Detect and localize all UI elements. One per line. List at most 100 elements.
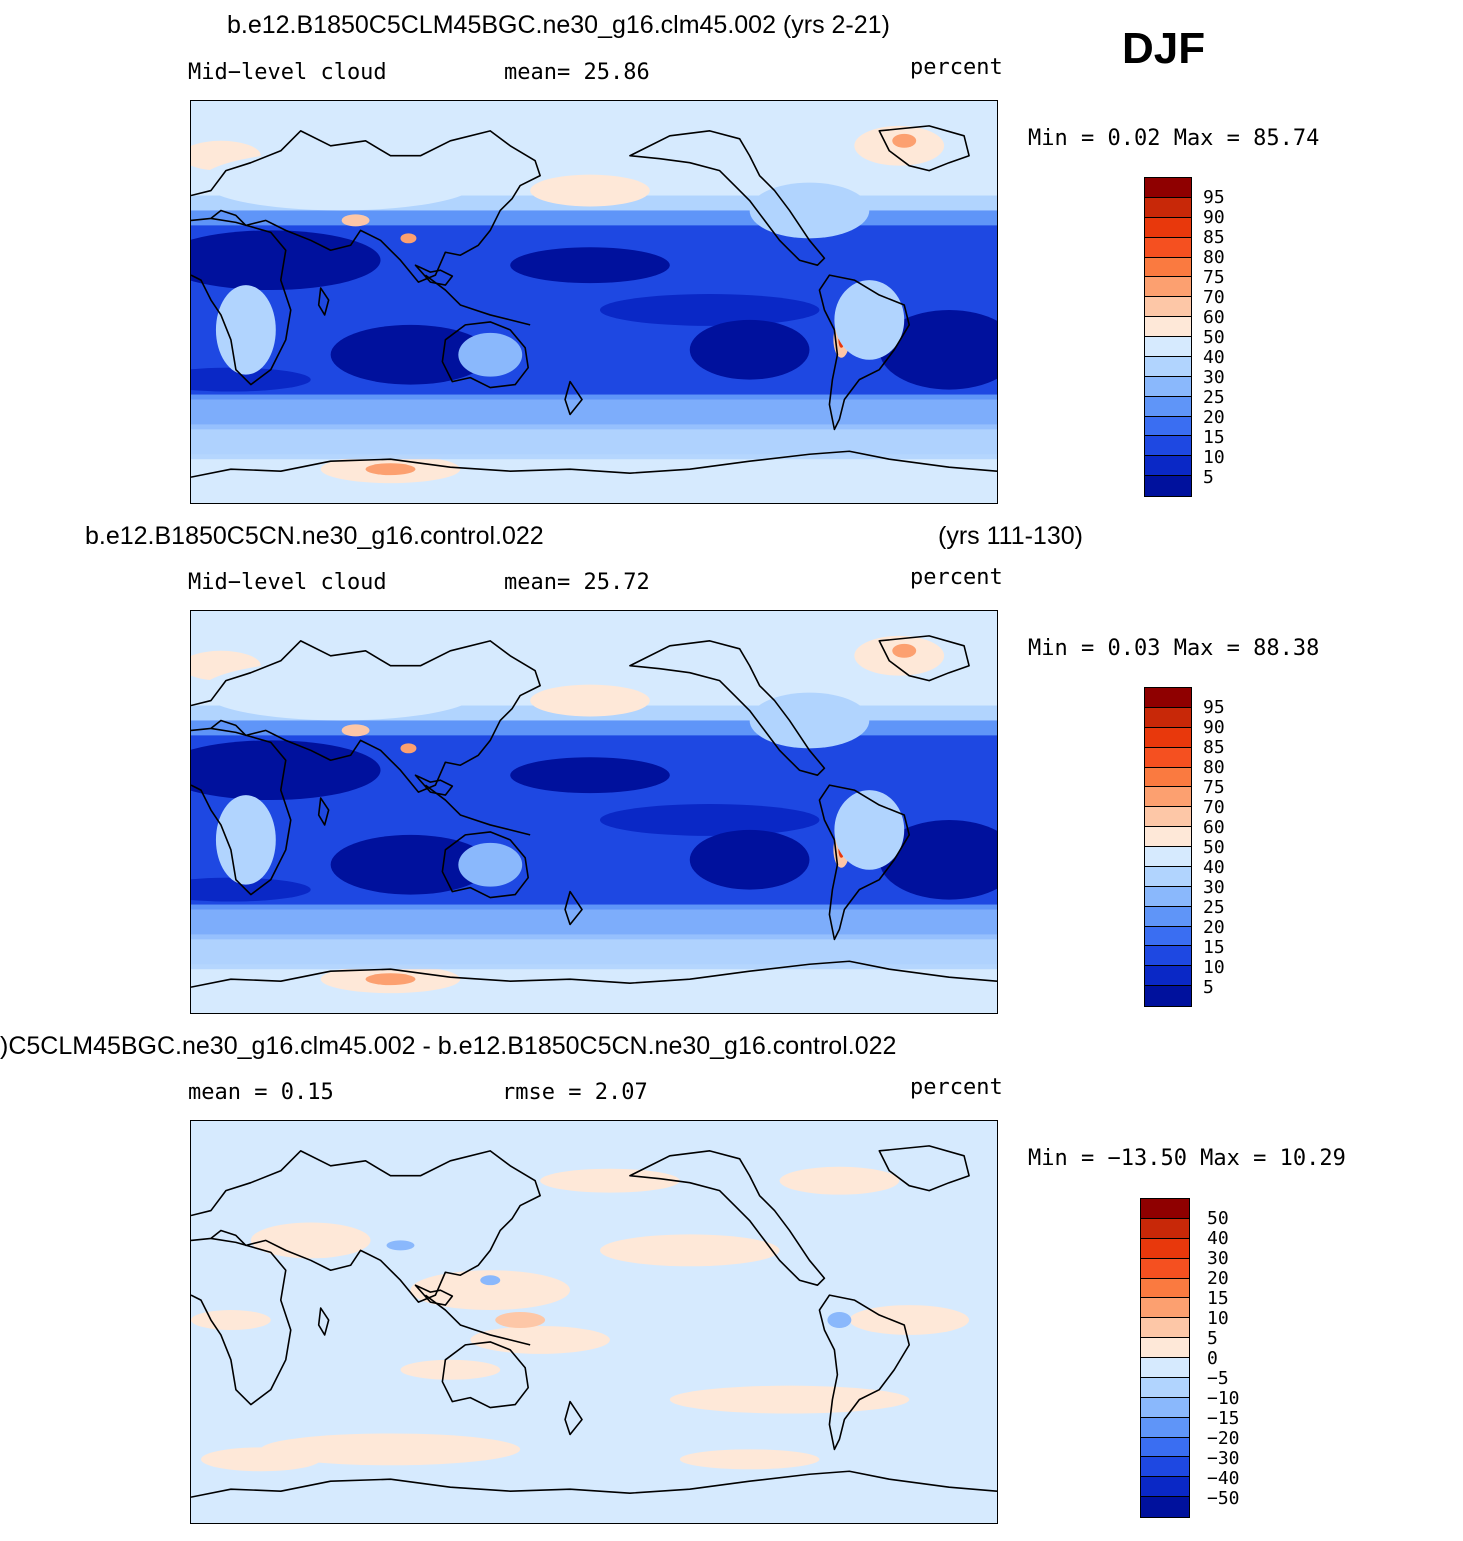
colorbar-tick-label: 10: [1203, 957, 1225, 978]
land-cloud: [749, 692, 870, 749]
colorbar-bin: [1145, 926, 1191, 947]
panel-1-colorbar: [1144, 177, 1192, 497]
coastline: [818, 784, 911, 941]
colorbar-bin: [1141, 1199, 1189, 1219]
colorbar-tick-label: 95: [1203, 187, 1225, 208]
coastline: [191, 1470, 997, 1498]
anomaly-positive: [250, 1222, 371, 1259]
cloud-minimum: [191, 367, 311, 392]
panel-1-minmax: Min = 0.02 Max = 85.74: [1028, 126, 1320, 151]
colorbar-tick-label: 15: [1203, 427, 1225, 448]
coastline: [878, 635, 970, 682]
colorbar-bin: [1145, 456, 1191, 477]
colorbar-bin: [1141, 1437, 1189, 1458]
cloud-maximum: [530, 684, 650, 717]
colorbar-bin: [1141, 1318, 1189, 1339]
colorbar-bin: [1145, 688, 1191, 708]
anomaly-negative: [386, 1240, 415, 1251]
panel-2-mean-label: mean= 25.72: [504, 570, 650, 595]
colorbar-tick-label: 90: [1203, 717, 1225, 738]
anomaly-positive: [200, 1447, 321, 1472]
land-cloud: [200, 660, 481, 721]
colorbar-bin: [1145, 297, 1191, 318]
panel-3-mean-label: mean = 0.15: [188, 1080, 334, 1105]
anomaly-positive: [260, 1433, 521, 1466]
colorbar-tick-label: 95: [1203, 697, 1225, 718]
colorbar-bin: [1141, 1377, 1189, 1398]
colorbar-tick-label: 40: [1203, 857, 1225, 878]
coastline: [317, 287, 330, 316]
colorbar-tick-label: 50: [1203, 327, 1225, 348]
colorbar-bin: [1145, 277, 1191, 298]
colorbar-bin: [1141, 1338, 1189, 1358]
panel-3-rmse-label: rmse = 2.07: [502, 1080, 648, 1105]
colorbar-bin: [1141, 1298, 1189, 1319]
cloud-maximum: [341, 214, 370, 227]
coastline: [564, 890, 583, 926]
land-cloud: [834, 790, 905, 870]
anomaly-positive: [849, 1305, 970, 1335]
colorbar-tick-label: 85: [1203, 737, 1225, 758]
cloud-maximum: [892, 133, 917, 148]
anomaly-positive: [495, 1312, 546, 1328]
colorbar-bin: [1141, 1497, 1189, 1517]
anomaly-positive: [470, 1325, 610, 1354]
coastline: [564, 380, 583, 416]
colorbar-tick-label: 70: [1203, 797, 1225, 818]
colorbar-bin: [1141, 1218, 1189, 1239]
land-cloud: [200, 150, 481, 211]
panel-3-colorbar: [1140, 1198, 1190, 1518]
cloud-minimum: [689, 319, 810, 380]
colorbar-bin: [1145, 827, 1191, 847]
anomaly-positive: [540, 1168, 680, 1193]
colorbar-bin: [1145, 197, 1191, 218]
cloud-minimum: [510, 247, 670, 284]
coastline: [629, 640, 826, 776]
colorbar-bin: [1145, 416, 1191, 437]
cloud-maximum: [530, 174, 650, 207]
colorbar-bin: [1141, 1397, 1189, 1418]
colorbar-tick-label: 5: [1207, 1328, 1218, 1349]
coastline: [878, 125, 970, 172]
colorbar-bin: [1145, 906, 1191, 927]
cloud-minimum: [330, 834, 491, 895]
colorbar-tick-label: 20: [1203, 917, 1225, 938]
coastline: [191, 1237, 292, 1406]
panel-2-title-years: (yrs 111-130): [938, 522, 1083, 550]
coastline: [441, 321, 529, 389]
land-cloud: [458, 842, 523, 887]
colorbar-tick-label: 15: [1207, 1288, 1229, 1309]
anomaly-positive: [779, 1166, 900, 1195]
anomaly-positive: [400, 1359, 501, 1380]
panel-3-title: )C5CLM45BGC.ne30_g16.clm45.002 - b.e12.B…: [0, 1032, 897, 1060]
colorbar-tick-label: 20: [1207, 1268, 1229, 1289]
cloud-minimum: [599, 804, 820, 836]
colorbar-tick-label: 40: [1203, 347, 1225, 368]
cloud-minimum: [879, 309, 997, 390]
coastline: [191, 960, 997, 988]
coastline: [191, 1150, 541, 1303]
colorbar-bin: [1145, 807, 1191, 828]
colorbar-bin: [1145, 476, 1191, 496]
panel-2-units-label: percent: [910, 565, 1003, 590]
southern-ocean-band: [191, 429, 997, 460]
cloud-minimum: [510, 757, 670, 794]
season-label: DJF: [1122, 24, 1206, 73]
coastline: [629, 1150, 826, 1286]
cloud-minimum: [689, 829, 810, 890]
colorbar-bin: [1141, 1358, 1189, 1378]
colorbar-bin: [1145, 337, 1191, 357]
colorbar-bin: [1145, 886, 1191, 907]
colorbar-tick-label: 5: [1203, 467, 1214, 488]
coastline: [424, 1294, 531, 1346]
colorbar-bin: [1145, 178, 1191, 198]
southern-ocean-band: [191, 939, 997, 970]
colorbar-tick-label: 5: [1203, 977, 1214, 998]
coastline: [414, 1284, 454, 1306]
colorbar-tick-label: 0: [1207, 1348, 1218, 1369]
panel-3-minmax: Min = −13.50 Max = 10.29: [1028, 1146, 1346, 1171]
colorbar-tick-label: 30: [1207, 1248, 1229, 1269]
coastline: [424, 784, 531, 836]
coastline: [818, 1294, 911, 1451]
panel-3-units-label: percent: [910, 1075, 1003, 1100]
